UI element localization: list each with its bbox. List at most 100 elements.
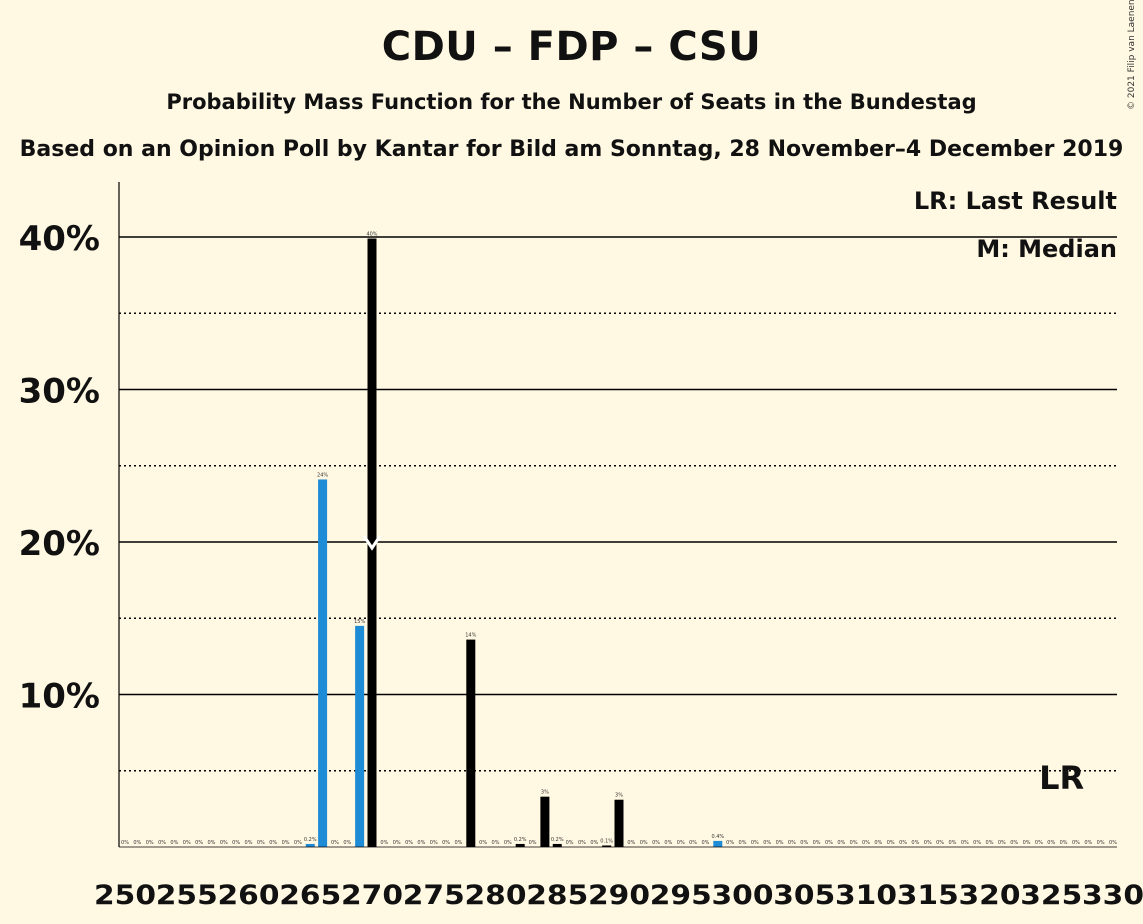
bar-value-label: 0% xyxy=(454,840,462,846)
bar-value-label: 0% xyxy=(948,840,956,846)
bar-value-label: 0% xyxy=(800,840,808,846)
y-tick-label: 40% xyxy=(19,219,100,259)
bar-value-label: 0% xyxy=(887,840,895,846)
bar xyxy=(540,796,550,847)
bar-value-label: 0% xyxy=(874,840,882,846)
legend-last-result: LR: Last Result xyxy=(914,187,1117,215)
x-tick-label: 330 xyxy=(1082,880,1143,911)
bar xyxy=(602,845,612,847)
bar-value-label: 0% xyxy=(529,840,537,846)
bar-value-label: 0% xyxy=(776,840,784,846)
bar-value-label: 0% xyxy=(170,840,178,846)
bar-value-label: 0% xyxy=(701,840,709,846)
y-tick-label: 20% xyxy=(19,524,100,564)
bar-value-label: 0% xyxy=(504,840,512,846)
bar-value-label: 0% xyxy=(1097,840,1105,846)
x-tick-label: 260 xyxy=(218,880,280,911)
bar-value-label: 0% xyxy=(1023,840,1031,846)
bar-value-label: 0% xyxy=(936,840,944,846)
legend-median: M: Median xyxy=(976,235,1117,263)
bar-value-label: 15% xyxy=(354,619,365,625)
bar-value-label: 0% xyxy=(183,840,191,846)
bar-value-label: 0% xyxy=(1072,840,1080,846)
bar-value-label: 0% xyxy=(245,840,253,846)
bar-value-label: 0.2% xyxy=(514,837,527,843)
bar-value-label: 0% xyxy=(689,840,697,846)
x-tick-label: 270 xyxy=(341,880,403,911)
bar-value-label: 0% xyxy=(479,840,487,846)
x-tick-label: 305 xyxy=(773,880,835,911)
x-tick-label: 265 xyxy=(279,880,341,911)
x-tick-label: 255 xyxy=(156,880,218,911)
bar-value-label: 0% xyxy=(331,840,339,846)
bar-value-label: 0% xyxy=(1060,840,1068,846)
markers-group: LR xyxy=(362,535,1084,797)
bar-value-label: 0% xyxy=(677,840,685,846)
bar-value-label: 0% xyxy=(195,840,203,846)
bar-value-label: 0% xyxy=(640,840,648,846)
y-axis: 10% 20% 30% 40% xyxy=(19,182,120,847)
bar-value-label: 0% xyxy=(739,840,747,846)
bar-value-label: 0% xyxy=(862,840,870,846)
bar-value-label: 0% xyxy=(590,840,598,846)
bar-value-label: 40% xyxy=(366,232,377,238)
x-tick-label: 300 xyxy=(712,880,774,911)
bar-value-label: 0% xyxy=(911,840,919,846)
bar-value-label: 0% xyxy=(578,840,586,846)
bar-value-label: 0% xyxy=(220,840,228,846)
bar-value-label: 0% xyxy=(788,840,796,846)
bar-value-label: 0.2% xyxy=(304,837,317,843)
chart-title: CDU – FDP – CSU xyxy=(381,24,762,70)
median-marker xyxy=(362,535,382,551)
bar-value-label: 0.1% xyxy=(600,838,613,844)
bar-value-label: 0% xyxy=(343,840,351,846)
x-tick-label: 320 xyxy=(959,880,1021,911)
y-tick-label: 30% xyxy=(19,372,100,412)
bar-value-label: 0% xyxy=(566,840,574,846)
bar xyxy=(614,799,624,847)
bar xyxy=(515,843,525,847)
bar-value-label: 0% xyxy=(269,840,277,846)
x-axis: 250 255 260 265 270 275 280 285 290 295 300 305 310 3… xyxy=(94,846,1143,911)
bar-value-label: 0% xyxy=(1047,840,1055,846)
bar-value-label: 0% xyxy=(973,840,981,846)
chart-subtitle: Probability Mass Function for the Number… xyxy=(166,90,977,114)
bar-value-label: 0% xyxy=(627,840,635,846)
bar xyxy=(466,639,476,847)
x-tick-label: 315 xyxy=(897,880,959,911)
bar-value-label: 0% xyxy=(405,840,413,846)
bar-value-label: 0% xyxy=(813,840,821,846)
bar-value-label: 0% xyxy=(492,840,500,846)
bar-value-label: 0% xyxy=(380,840,388,846)
bar-value-label: 0% xyxy=(158,840,166,846)
x-tick-label: 290 xyxy=(588,880,650,911)
bar-value-label: 0% xyxy=(393,840,401,846)
last-result-marker: LR xyxy=(1039,759,1084,797)
bar xyxy=(305,843,315,847)
bar-value-label: 0% xyxy=(924,840,932,846)
bar xyxy=(713,840,723,847)
x-tick-label: 295 xyxy=(650,880,712,911)
bar-value-label: 0% xyxy=(1084,840,1092,846)
bar-value-label: 0% xyxy=(133,840,141,846)
bar xyxy=(367,238,377,847)
bar-value-label: 24% xyxy=(317,472,328,478)
bars-group xyxy=(305,238,723,847)
bar-value-label: 0% xyxy=(146,840,154,846)
bar-value-label: 0.2% xyxy=(551,837,564,843)
grid-lines xyxy=(119,236,1117,772)
bar-labels-group: 0% 0% 0% 0% 0% 0% 0% 0% 0% 0% 0% 0% 0% 0% 0%0.2%24%0% 0… xyxy=(121,232,1117,846)
bar-value-label: 0% xyxy=(763,840,771,846)
x-tick-label: 325 xyxy=(1020,880,1082,911)
bar xyxy=(355,625,365,847)
bar-value-label: 0% xyxy=(1109,840,1117,846)
bar-value-label: 0% xyxy=(751,840,759,846)
bar-value-label: 14% xyxy=(465,633,476,639)
bar-value-label: 0% xyxy=(417,840,425,846)
bar-value-label: 0% xyxy=(257,840,265,846)
bar-value-label: 3% xyxy=(541,790,549,796)
bar-value-label: 0% xyxy=(430,840,438,846)
bar-value-label: 0% xyxy=(121,840,129,846)
bar-value-label: 0% xyxy=(986,840,994,846)
